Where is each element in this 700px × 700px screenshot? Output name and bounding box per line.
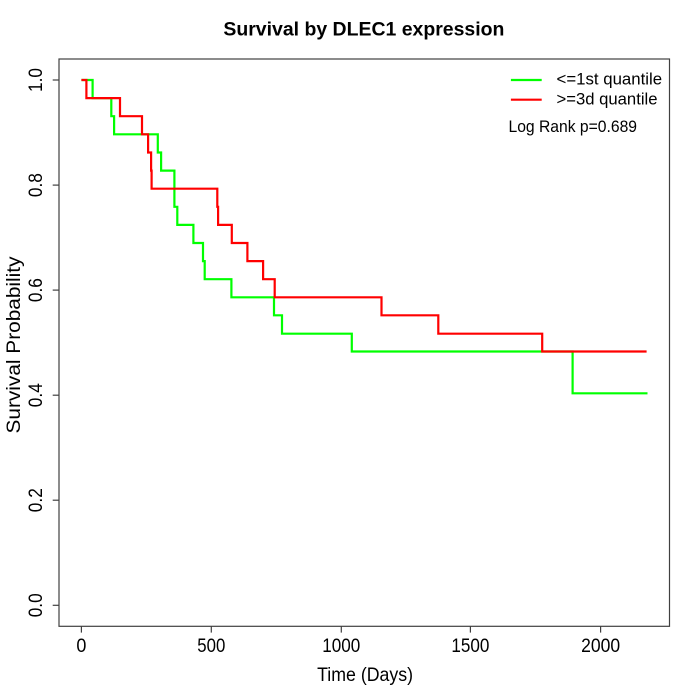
svg-text:500: 500 [197,635,225,657]
svg-text:<=1st quantile: <=1st quantile [557,71,663,89]
svg-text:0.6: 0.6 [25,278,47,302]
svg-text:Log Rank p=0.689: Log Rank p=0.689 [509,118,638,136]
svg-text:Survival Probability: Survival Probability [3,256,25,433]
svg-text:0.4: 0.4 [25,383,47,407]
svg-text:1000: 1000 [322,635,360,657]
svg-text:2000: 2000 [581,635,620,657]
svg-text:0: 0 [76,635,86,657]
svg-text:0.0: 0.0 [25,593,47,617]
svg-text:0.2: 0.2 [25,488,47,512]
svg-text:1.0: 1.0 [25,68,47,92]
svg-text:>=3d quantile: >=3d quantile [557,90,658,108]
svg-text:0.8: 0.8 [25,173,47,197]
svg-text:Survival by DLEC1 expression: Survival by DLEC1 expression [223,20,504,41]
svg-text:1500: 1500 [451,635,489,657]
svg-text:Time (Days): Time (Days) [317,664,413,686]
